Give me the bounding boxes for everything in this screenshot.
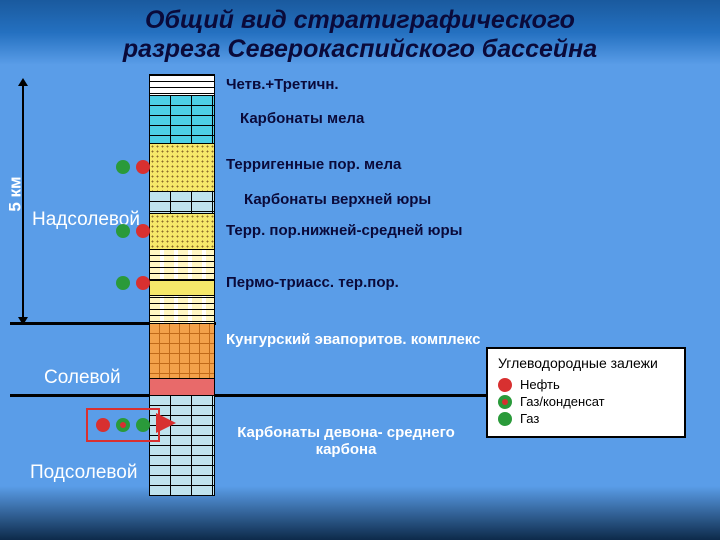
layer-carbonates-upper-jurassic	[150, 191, 214, 213]
hc-gascondensate-icon	[498, 395, 512, 409]
highlight-box	[86, 408, 160, 442]
label-permo-triassic: Пермо-триасс. тер.пор.	[226, 274, 399, 291]
layer-carbonates-cretaceous	[150, 95, 214, 143]
legend-label-gc: Газ/конденсат	[520, 394, 605, 409]
scale-label: 5 км	[6, 176, 26, 211]
hc-oil-icon	[136, 224, 150, 238]
layer-quaternary-tertiary	[150, 75, 214, 95]
label-carbonates-devonian: Карбонаты девона- среднего карбона	[226, 424, 466, 459]
legend-row-oil: Нефть	[498, 377, 674, 392]
legend-label-gas: Газ	[520, 411, 539, 426]
slide: Общий вид стратиграфического разреза Сев…	[0, 0, 720, 540]
layer-terrigenous-mid-jurassic	[150, 213, 214, 249]
plot-area: 5 км Надсолевой Солевой Подсолевой Четв.…	[10, 74, 710, 494]
layer-permo-triassic-band	[150, 280, 214, 296]
legend-title: Углеводородные залежи	[498, 355, 674, 371]
hc-oil-icon	[498, 378, 512, 392]
zone-label-subsalt: Подсолевой	[30, 462, 137, 484]
hc-oil-icon	[136, 276, 150, 290]
hc-gas-icon	[116, 160, 130, 174]
title-line-2: разреза Северокаспийского бассейна	[123, 35, 597, 63]
label-carbonates-cretaceous: Карбонаты мела	[240, 110, 364, 127]
label-terrigenous-mid-jurassic: Терр. пор.нижней-средней юры	[226, 222, 462, 239]
zone-line-salt	[10, 394, 510, 397]
title-line-1: Общий вид стратиграфического	[145, 6, 575, 34]
slide-title: Общий вид стратиграфического разреза Сев…	[0, 6, 720, 64]
label-quaternary-tertiary: Четв.+Третичн.	[226, 76, 339, 93]
zone-label-salt: Солевой	[44, 367, 121, 389]
legend-row-gas: Газ	[498, 411, 674, 426]
label-carbonates-upper-jurassic: Карбонаты верхней юры	[244, 191, 431, 208]
label-terrigenous-cretaceous: Терригенные пор. мела	[226, 156, 401, 173]
layer-terrigenous-cretaceous	[150, 143, 214, 191]
hc-gas-icon	[116, 224, 130, 238]
label-devonian-text: Карбонаты девона- среднего карбона	[237, 424, 455, 458]
red-arrow-icon	[156, 413, 176, 433]
hc-gas-icon	[498, 412, 512, 426]
hc-oil-icon	[136, 160, 150, 174]
hc-gas-icon	[116, 276, 130, 290]
label-kungurian-evaporites: Кунгурский эвапоритов. комплекс	[226, 332, 480, 349]
label-kungurian-text: Кунгурский эвапоритов. комплекс	[226, 331, 480, 348]
legend-row-gc: Газ/конденсат	[498, 394, 674, 409]
layer-kungurian-evaporites	[150, 323, 214, 395]
layer-permo-triassic	[150, 249, 214, 323]
legend: Углеводородные залежи Нефть Газ/конденса…	[486, 347, 686, 438]
legend-label-oil: Нефть	[520, 377, 560, 392]
